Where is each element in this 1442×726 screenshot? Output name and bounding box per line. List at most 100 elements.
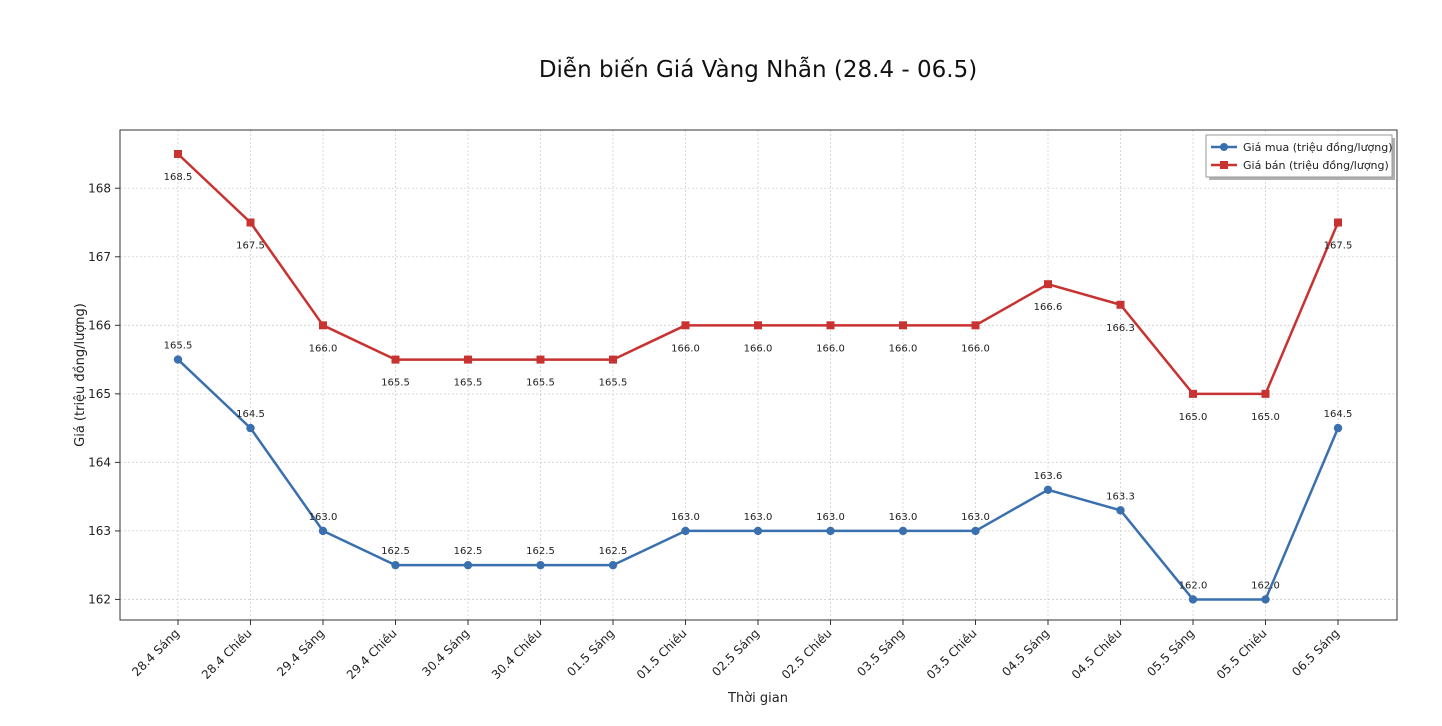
x-tick-label: 02.5 Sáng bbox=[709, 626, 762, 679]
x-tick-label: 29.4 Sáng bbox=[274, 626, 327, 679]
data-label: 163.0 bbox=[309, 512, 338, 523]
series-0: 165.5 164.5 163.0 162.5 162.5 162.5 162.5 163.0… bbox=[164, 341, 1352, 604]
data-point bbox=[681, 526, 690, 536]
data-point bbox=[463, 560, 473, 570]
data-label: 162.5 bbox=[599, 546, 628, 557]
data-label: 165.5 bbox=[454, 378, 483, 389]
data-label: 166.0 bbox=[744, 343, 773, 354]
data-label: 163.3 bbox=[1106, 491, 1135, 502]
series-layer: 165.5 164.5 163.0 162.5 162.5 162.5 162.5 163.0… bbox=[164, 149, 1353, 604]
data-point bbox=[173, 355, 183, 364]
data-label: 166.0 bbox=[961, 343, 990, 354]
x-axis-label: Thời gian bbox=[727, 691, 788, 706]
data-label: 166.3 bbox=[1106, 323, 1135, 334]
x-tick-label: 03.5 Chiều bbox=[924, 626, 980, 682]
y-tick-label: 162 bbox=[88, 592, 111, 606]
data-point bbox=[246, 218, 255, 227]
legend-box bbox=[1205, 134, 1393, 178]
data-point bbox=[1043, 485, 1053, 494]
data-point bbox=[464, 355, 472, 364]
data-label: 168.5 bbox=[164, 172, 193, 183]
data-point bbox=[1188, 595, 1198, 604]
data-point bbox=[899, 321, 907, 330]
data-label: 162.5 bbox=[454, 546, 483, 557]
data-label: 165.5 bbox=[164, 341, 193, 352]
x-tick-label: 03.5 Sáng bbox=[854, 626, 907, 679]
data-point bbox=[174, 149, 182, 158]
data-point bbox=[753, 526, 763, 536]
data-label: 165.5 bbox=[599, 378, 628, 389]
x-tick-label: 02.5 Chiều bbox=[779, 626, 835, 682]
x-tick-label: 01.5 Sáng bbox=[564, 626, 617, 679]
data-point bbox=[246, 423, 255, 433]
data-label: 166.0 bbox=[309, 343, 338, 354]
data-label: 162.0 bbox=[1179, 580, 1208, 591]
data-point bbox=[681, 321, 690, 330]
x-tick-label: 01.5 Chiều bbox=[634, 626, 690, 682]
data-label: 166.0 bbox=[889, 343, 918, 354]
data-label: 167.5 bbox=[1324, 241, 1353, 252]
data-point bbox=[608, 560, 618, 570]
x-tick-label: 05.5 Sáng bbox=[1144, 626, 1197, 679]
data-label: 163.0 bbox=[961, 512, 990, 523]
data-point bbox=[319, 321, 327, 330]
data-label: 166.0 bbox=[671, 343, 700, 354]
series-line bbox=[177, 153, 1340, 396]
data-point bbox=[609, 355, 617, 364]
data-point bbox=[754, 321, 762, 330]
data-point bbox=[971, 526, 980, 536]
data-label: 162.5 bbox=[381, 546, 410, 557]
legend-label-mua: Giá mua (triệu đồng/lượng) bbox=[1243, 141, 1393, 154]
x-tick-label: 30.4 Sáng bbox=[419, 626, 472, 679]
legend-marker-ban bbox=[1220, 161, 1228, 169]
data-point bbox=[536, 560, 545, 570]
data-point bbox=[826, 321, 835, 330]
x-tick-label: 29.4 Chiều bbox=[344, 626, 400, 682]
y-tick-label: 164 bbox=[88, 455, 111, 469]
data-point bbox=[1116, 506, 1125, 515]
data-point bbox=[826, 526, 835, 536]
legend-label-ban: Giá bán (triệu đồng/lượng) bbox=[1243, 159, 1389, 172]
y-tick-label: 168 bbox=[88, 181, 111, 195]
plot-area-frame bbox=[119, 129, 1398, 621]
legend: Giá mua (triệu đồng/lượng) Giá bán (triệ… bbox=[1205, 134, 1395, 180]
data-point bbox=[536, 355, 545, 364]
data-point bbox=[391, 560, 400, 570]
data-point bbox=[898, 526, 908, 536]
data-point bbox=[1044, 280, 1052, 289]
y-tick-label: 163 bbox=[88, 524, 111, 538]
data-point bbox=[1261, 389, 1270, 398]
data-point bbox=[1261, 595, 1270, 604]
data-point bbox=[971, 321, 980, 330]
x-tick-label: 28.4 Chiều bbox=[199, 626, 255, 682]
y-axis: 162 163 164 165 166 167 168 bbox=[88, 181, 120, 606]
data-label: 163.6 bbox=[1034, 471, 1063, 482]
y-tick-label: 167 bbox=[88, 250, 111, 264]
data-label: 166.0 bbox=[816, 343, 845, 354]
data-point bbox=[1334, 218, 1342, 227]
series-1: 168.5 167.5 166.0 165.5 165.5 165.5 165.5 166.0… bbox=[164, 149, 1353, 423]
y-tick-label: 166 bbox=[88, 318, 111, 332]
data-label: 164.5 bbox=[236, 409, 265, 420]
legend-marker-mua bbox=[1220, 143, 1228, 151]
data-label: 165.5 bbox=[526, 378, 555, 389]
x-tick-label: 28.4 Sáng bbox=[129, 626, 182, 679]
data-label: 167.5 bbox=[236, 241, 265, 252]
x-tick-label: 06.5 Sáng bbox=[1289, 626, 1342, 679]
data-point bbox=[1189, 389, 1197, 398]
y-tick-label: 165 bbox=[88, 387, 111, 401]
data-point bbox=[318, 526, 328, 536]
x-axis: 28.4 Sáng 28.4 Chiều 29.4 Sáng 29.4 Chiều 30… bbox=[129, 620, 1342, 682]
chart-title: Diễn biến Giá Vàng Nhẫn (28.4 - 06.5) bbox=[539, 55, 977, 83]
y-axis-label: Giá (triệu đồng/lượng) bbox=[73, 303, 88, 447]
data-label: 162.5 bbox=[526, 546, 555, 557]
data-label: 163.0 bbox=[744, 512, 773, 523]
data-label: 165.0 bbox=[1251, 412, 1280, 423]
data-label: 163.0 bbox=[889, 512, 918, 523]
x-tick-label: 04.5 Sáng bbox=[999, 626, 1052, 679]
data-point bbox=[1333, 423, 1343, 433]
data-label: 166.6 bbox=[1034, 302, 1063, 313]
x-tick-label: 30.4 Chiều bbox=[489, 626, 545, 682]
x-tick-label: 05.5 Chiều bbox=[1214, 626, 1270, 682]
